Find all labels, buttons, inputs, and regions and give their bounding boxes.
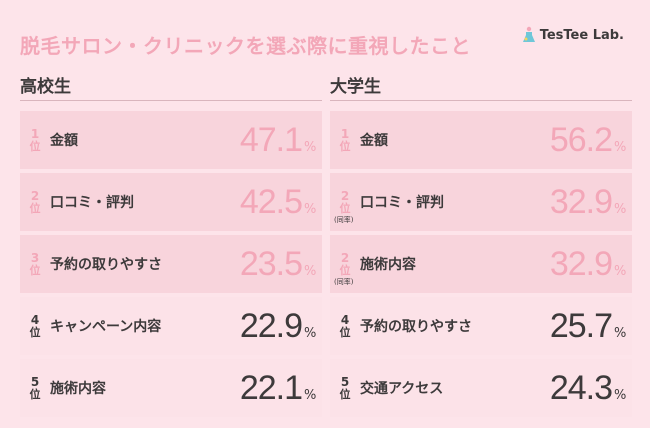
percentage-value: 23.5 xyxy=(239,244,303,283)
percentage-value: 56.2 xyxy=(549,120,613,159)
item-label: 交通アクセス xyxy=(360,381,444,397)
page-title: 脱毛サロン・クリニックを選ぶ際に重視したこと xyxy=(20,34,471,58)
rank-suffix: 位 xyxy=(339,264,351,277)
percentage-value: 32.9 xyxy=(549,182,613,221)
percentage-value: 22.1 xyxy=(239,368,303,407)
column-header: 高校生 xyxy=(20,72,322,101)
item-label: 施術内容 xyxy=(50,381,106,397)
ranking-row: 1 位金額 56.2% xyxy=(330,111,632,169)
ranking-row: 4 位キャンペーン内容 22.9% xyxy=(20,297,322,355)
rank-suffix: 位 xyxy=(29,326,41,339)
ranking-row: 5 位施術内容 22.1% xyxy=(20,359,322,417)
item-label: 口コミ・評判 xyxy=(360,195,444,211)
rank-suffix: 位 xyxy=(339,388,351,401)
brand-name: TesTee Lab. xyxy=(539,27,624,43)
percentage-value: 32.9 xyxy=(549,244,613,283)
university-column: 大学生 1 位金額 56.2% 2 位 (同率) 口コミ・評判 32.9% 2 位 (同率) 施術内容… xyxy=(330,72,632,421)
percentage-value: 25.7 xyxy=(549,306,613,345)
rank-number: 5 xyxy=(30,375,40,389)
ranking-row: 1 位金額 47.1% xyxy=(20,111,322,169)
percent-unit: % xyxy=(614,140,627,155)
percentage-value: 47.1 xyxy=(239,120,303,159)
percent-unit: % xyxy=(614,388,627,403)
item-label: 施術内容 xyxy=(360,257,416,273)
item-label: 予約の取りやすさ xyxy=(50,257,162,273)
rank-number: 2 xyxy=(340,189,350,203)
ranking-row: 3 位予約の取りやすさ 23.5% xyxy=(20,235,322,293)
rank-suffix: 位 xyxy=(29,140,41,153)
rank-suffix: 位 xyxy=(29,202,41,215)
rank-number: 2 xyxy=(340,251,350,265)
item-label: 金額 xyxy=(50,133,78,149)
rank-suffix: 位 xyxy=(29,264,41,277)
rank-number: 5 xyxy=(340,375,350,389)
rank-number: 4 xyxy=(340,313,350,327)
ranking-row: 2 位 (同率) 口コミ・評判 32.9% xyxy=(330,173,632,231)
ranking-row: 5 位交通アクセス 24.3% xyxy=(330,359,632,417)
item-label: 口コミ・評判 xyxy=(50,195,134,211)
ranking-list: 1 位金額 47.1% 2 位口コミ・評判 42.5% 3 位予約の取りやすさ 23.5% 4 位キ… xyxy=(20,111,322,417)
item-label: 予約の取りやすさ xyxy=(360,319,472,335)
rank-suffix: 位 xyxy=(339,140,351,153)
percent-unit: % xyxy=(614,326,627,341)
ranking-row: 4 位予約の取りやすさ 25.7% xyxy=(330,297,632,355)
percent-unit: % xyxy=(614,202,627,217)
percent-unit: % xyxy=(304,264,317,279)
rank-suffix: 位 xyxy=(29,388,41,401)
percent-unit: % xyxy=(304,388,317,403)
rank-number: 1 xyxy=(340,127,350,141)
ranking-row: 2 位 (同率) 施術内容 32.9% xyxy=(330,235,632,293)
percent-unit: % xyxy=(304,326,317,341)
rank-number: 4 xyxy=(30,313,40,327)
item-label: 金額 xyxy=(360,133,388,149)
tie-note: (同率) xyxy=(334,278,354,286)
ranking-list: 1 位金額 56.2% 2 位 (同率) 口コミ・評判 32.9% 2 位 (同率) 施術内容 32.9… xyxy=(330,111,632,417)
high-school-column: 高校生 1 位金額 47.1% 2 位口コミ・評判 42.5% 3 位予約の取りやすさ 23.5… xyxy=(20,72,322,421)
percent-unit: % xyxy=(614,264,627,279)
percent-unit: % xyxy=(304,202,317,217)
rank-number: 2 xyxy=(30,189,40,203)
percent-unit: % xyxy=(304,140,317,155)
ranking-row: 2 位口コミ・評判 42.5% xyxy=(20,173,322,231)
rank-number: 3 xyxy=(30,251,40,265)
percentage-value: 42.5 xyxy=(239,182,303,221)
tie-note: (同率) xyxy=(334,216,354,224)
percentage-value: 22.9 xyxy=(239,306,303,345)
percentage-value: 24.3 xyxy=(549,368,613,407)
item-label: キャンペーン内容 xyxy=(50,319,162,335)
column-header: 大学生 xyxy=(330,72,632,101)
rank-suffix: 位 xyxy=(339,202,351,215)
rank-suffix: 位 xyxy=(339,326,351,339)
brand-logo: TesTee Lab. xyxy=(522,26,624,44)
rank-number: 1 xyxy=(30,127,40,141)
flask-icon xyxy=(522,26,535,42)
